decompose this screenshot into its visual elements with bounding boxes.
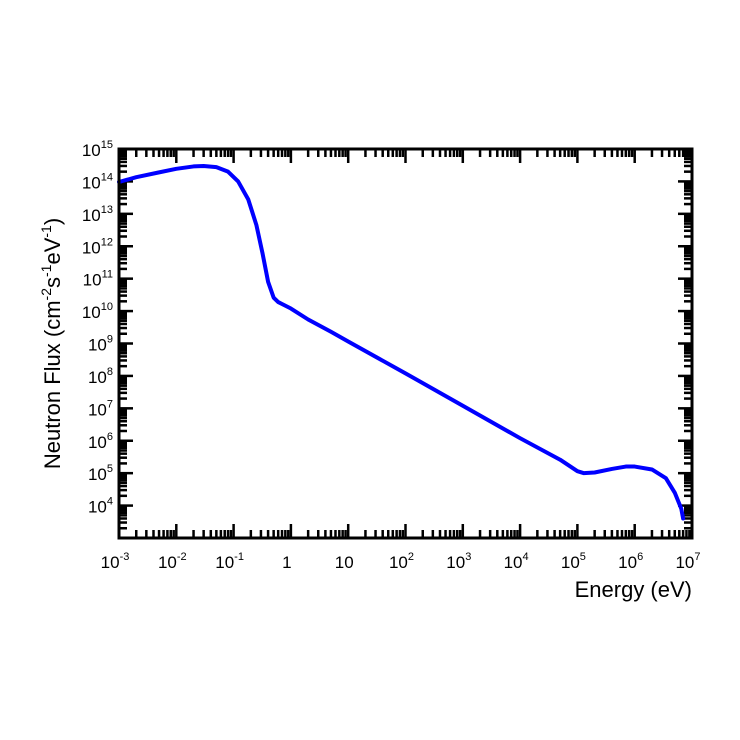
series-line: [117, 163, 686, 521]
y-tick-label: 107: [88, 398, 113, 419]
x-tick-label: 105: [561, 551, 586, 572]
x-tick-label: 10: [335, 553, 354, 572]
x-tick-label: 104: [504, 551, 529, 572]
y-tick-label: 1014: [82, 171, 113, 192]
y-tick-label: 109: [88, 334, 113, 355]
x-tick-label: 107: [675, 551, 700, 572]
y-tick-label: 106: [88, 431, 113, 452]
x-tick-label: 106: [618, 551, 643, 572]
x-tick-label: 102: [389, 551, 414, 572]
y-tick-label: 1012: [82, 236, 113, 257]
y-tick-label: 1010: [82, 301, 113, 322]
x-tick-label: 10-1: [215, 551, 244, 572]
y-axis-title: Neutron Flux (cm-2s-1eV-1): [38, 218, 65, 469]
y-tick-label: 108: [88, 366, 113, 387]
x-axis-title: Energy (eV): [575, 577, 692, 602]
plot-frame: [117, 147, 694, 540]
x-tick-label: 10-2: [158, 551, 187, 572]
y-tick-label: 1013: [82, 204, 113, 225]
y-tick-label: 104: [88, 496, 113, 517]
x-tick-label: 103: [446, 551, 471, 572]
data-series: [117, 163, 686, 521]
y-tick-label: 1011: [83, 269, 113, 290]
y-tick-label: 105: [88, 463, 113, 484]
y-tick-label: 1015: [82, 139, 113, 160]
x-tick-label: 10-3: [101, 551, 130, 572]
y-tick-labels: 104 105 106 107 108 109 1010 1011 1012 1013 1014 10…: [82, 139, 113, 517]
x-tick-labels: 10-3 10-2 10-1 1 10 102 103 104 105 106 107: [101, 551, 701, 572]
x-tick-label: 1: [282, 553, 291, 572]
